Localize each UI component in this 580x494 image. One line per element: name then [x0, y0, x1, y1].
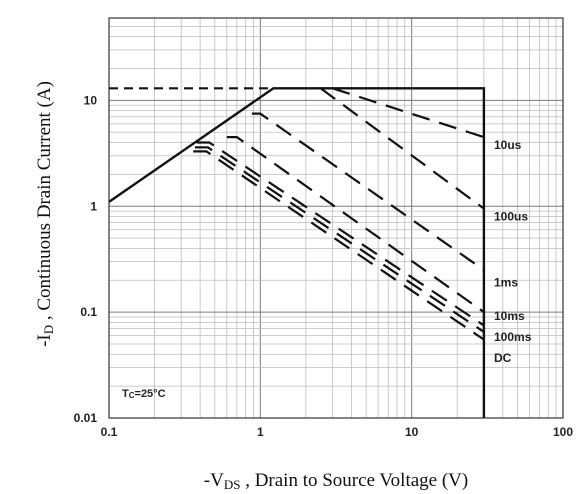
series-line-100us	[319, 87, 485, 210]
annotation-sub: C	[129, 391, 135, 400]
x-tick-label: 100	[553, 425, 573, 439]
series-line-100ms	[196, 141, 485, 327]
y-tick-label: 0.01	[74, 411, 98, 425]
curve-label-10us: 10us	[494, 138, 522, 152]
x-axis-title-sub: DS	[224, 477, 241, 492]
soa-boundary-line	[108, 87, 486, 418]
y-axis-title-main: -I	[34, 334, 55, 347]
series-line-10ms	[226, 136, 485, 313]
curve-labels: 10us 100us 1ms 10ms 100ms DC	[494, 138, 532, 365]
curves	[108, 87, 486, 418]
curve-label-10ms: 10ms	[494, 309, 525, 323]
annotation-rest: =25°C	[135, 388, 166, 400]
y-axis-title-rest: , Continuous Drain Current (A)	[34, 81, 55, 325]
x-tick-label: 1	[257, 425, 264, 439]
annotation-main: T	[122, 388, 129, 400]
series-line-6	[195, 146, 485, 333]
x-tick-label: 10	[405, 425, 419, 439]
series-line-1ms	[251, 112, 485, 271]
curve-label-100ms: 100ms	[494, 330, 532, 344]
x-axis-title: -VDS , Drain to Source Voltage (V)	[204, 470, 468, 492]
annotation-tc: TC=25°C	[122, 388, 166, 400]
curve-label-DC: DC	[494, 351, 512, 365]
plot-frame	[108, 17, 564, 419]
x-axis-title-rest: , Drain to Source Voltage (V)	[240, 470, 468, 491]
series-line-DC	[193, 150, 485, 341]
grid	[109, 18, 563, 418]
y-tick-label: 0.1	[80, 305, 97, 319]
x-axis-title-main: -V	[204, 470, 224, 491]
y-tick-label: 1	[90, 199, 97, 213]
curve-label-100us: 100us	[494, 210, 528, 224]
y-tick-label: 10	[84, 93, 98, 107]
y-axis-title-sub: D	[41, 325, 56, 334]
x-tick-label: 0.1	[101, 425, 118, 439]
y-axis-title: -ID , Continuous Drain Current (A)	[34, 81, 56, 347]
curve-label-1ms: 1ms	[494, 276, 518, 290]
